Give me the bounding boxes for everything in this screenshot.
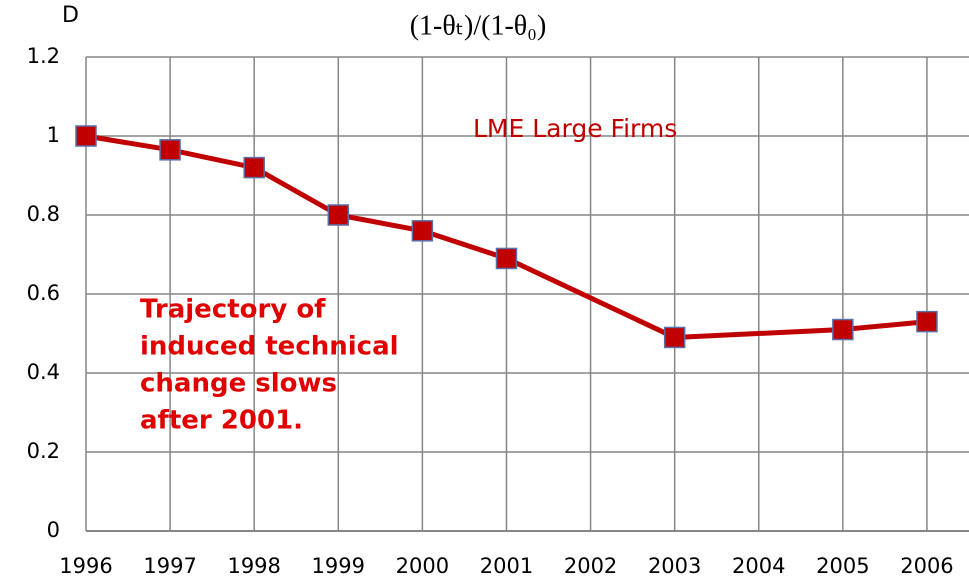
y-tick-label: 0.8	[27, 202, 60, 226]
y-tick-label: 1.2	[27, 44, 60, 68]
x-tick-label: 2001	[480, 554, 533, 578]
marker	[411, 220, 434, 242]
x-tick-label: 2006	[900, 554, 953, 578]
y-tick-label: 0.2	[27, 439, 60, 463]
y-tick-label: 1	[47, 123, 60, 147]
y-tick-label: 0	[47, 518, 60, 542]
x-tick-label: 1997	[143, 554, 196, 578]
marker	[916, 310, 938, 333]
annotation: Trajectory of	[140, 295, 326, 325]
x-tick-label: 2005	[816, 554, 869, 578]
marker	[75, 125, 97, 147]
x-tick-label: 2004	[732, 554, 785, 578]
marker	[495, 247, 518, 270]
chart-title: (1-θₜ)/(1-θ₀)	[410, 10, 547, 41]
x-tick-label: 2002	[564, 554, 617, 578]
x-tick-label: 1998	[227, 554, 280, 578]
x-tick-label: 2003	[648, 554, 701, 578]
marker	[663, 326, 686, 349]
marker	[159, 139, 181, 161]
annotation: change slows	[140, 369, 337, 399]
panel-label: D	[62, 3, 79, 28]
x-tick-label: 2000	[396, 554, 449, 578]
series-label: LME Large Firms	[473, 114, 677, 143]
annotation: induced technical	[140, 332, 399, 362]
marker	[327, 204, 350, 226]
marker	[243, 156, 265, 179]
annotation: after 2001.	[140, 406, 303, 436]
y-tick-label: 0.6	[27, 281, 60, 305]
x-tick-label: 1999	[312, 554, 365, 578]
x-tick-label: 1996	[59, 554, 112, 578]
y-tick-label: 0.4	[27, 360, 60, 384]
marker	[832, 318, 854, 341]
